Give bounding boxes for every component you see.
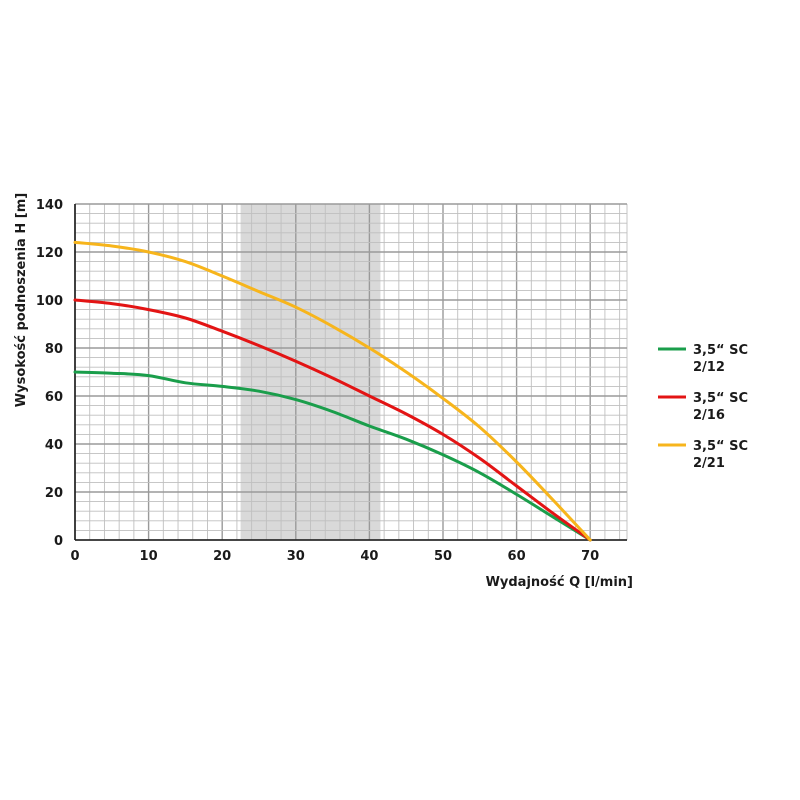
legend-label-1: 3,5“ SC <box>693 343 748 358</box>
x-axis-title: Wydajność Q [l/min] <box>486 575 633 590</box>
x-tick-label: 20 <box>213 549 231 564</box>
legend: 3,5“ SC 2/12 3,5“ SC 2/16 3,5“ SC 2/21 <box>658 343 748 471</box>
y-axis-title: Wysokość podnoszenia H [m] <box>14 193 29 407</box>
series-line-3 <box>73 240 592 542</box>
y-tick-label: 60 <box>45 390 63 405</box>
legend-label-1: 2/12 <box>693 360 725 375</box>
x-tick-label: 40 <box>360 549 378 564</box>
x-tick-label: 30 <box>287 549 305 564</box>
y-tick-label: 40 <box>45 438 63 453</box>
x-tick-label: 50 <box>434 549 452 564</box>
y-tick-label: 0 <box>54 534 63 549</box>
series-line-1 <box>73 370 592 542</box>
y-tick-label: 80 <box>45 342 63 357</box>
legend-label-2: 2/16 <box>693 408 725 423</box>
legend-label-3: 3,5“ SC <box>693 439 748 454</box>
legend-label-3: 2/21 <box>693 456 725 471</box>
series-line-2 <box>73 298 592 542</box>
grid-layer <box>74 203 628 541</box>
y-tick-label: 140 <box>36 198 63 213</box>
y-tick-label: 120 <box>36 246 63 261</box>
series-layer <box>73 240 592 542</box>
x-tick-label: 10 <box>140 549 158 564</box>
x-tick-label: 70 <box>581 549 599 564</box>
legend-label-2: 3,5“ SC <box>693 391 748 406</box>
x-tick-label: 60 <box>508 549 526 564</box>
tick-label-layer: 0 10 20 30 40 50 60 70 0 20 40 60 80 100 120 140 <box>36 198 599 564</box>
x-tick-label: 0 <box>70 549 79 564</box>
y-tick-label: 100 <box>36 294 63 309</box>
y-tick-label: 20 <box>45 486 63 501</box>
